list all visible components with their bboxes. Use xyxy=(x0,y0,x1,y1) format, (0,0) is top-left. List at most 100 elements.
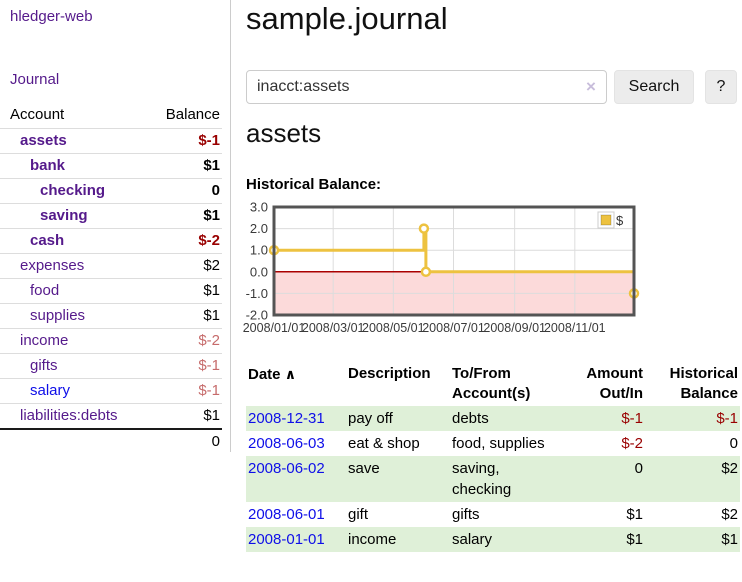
description-column-header: Description xyxy=(348,365,431,382)
chart-title: Historical Balance: xyxy=(246,176,382,193)
date-header-label: Date xyxy=(248,366,281,383)
brand-link[interactable]: hledger-web xyxy=(10,8,93,25)
balance-column-header: Balance xyxy=(165,106,220,123)
page-title: sample.journal xyxy=(246,1,448,36)
accounts-total: 0 xyxy=(0,428,222,454)
account-balance: $1 xyxy=(203,157,220,174)
transaction-description: pay off xyxy=(348,410,393,427)
transaction-balance: $1 xyxy=(721,531,738,548)
amount-column-header: Amount Out/In xyxy=(586,365,643,402)
account-row: income $-2 xyxy=(0,328,222,353)
account-link[interactable]: gifts xyxy=(30,357,58,374)
transaction-balance: $2 xyxy=(721,506,738,523)
register-header-row: Date ∧ Description To/From Account(s) Am… xyxy=(246,362,740,406)
account-link[interactable]: supplies xyxy=(30,307,86,324)
svg-text:$: $ xyxy=(616,213,624,228)
transaction-amount: $1 xyxy=(626,506,643,523)
transaction-row: 2008-12-31 pay off debts $-1 $-1 xyxy=(246,406,740,431)
transaction-date-link[interactable]: 2008-06-03 xyxy=(248,435,325,452)
account-balance: $1 xyxy=(203,407,220,424)
svg-text:3.0: 3.0 xyxy=(250,200,268,215)
transaction-accounts: salary xyxy=(452,531,493,548)
account-column-header: To/From Account(s) xyxy=(452,365,531,402)
svg-text:2008/09/01: 2008/09/01 xyxy=(483,321,546,335)
account-balance: 0 xyxy=(211,182,220,199)
svg-text:2008/11/01: 2008/11/01 xyxy=(544,321,606,335)
transaction-row: 2008-06-03 eat & shop food, supplies $-2 0 xyxy=(246,431,740,456)
svg-text:-2.0: -2.0 xyxy=(246,308,268,323)
transaction-row: 2008-06-02 save saving, checking 0 $2 xyxy=(246,456,740,502)
account-row: supplies $1 xyxy=(0,303,222,328)
transaction-balance: $2 xyxy=(721,460,738,477)
account-link[interactable]: salary xyxy=(30,382,71,399)
clear-search-icon[interactable]: × xyxy=(586,77,596,96)
transaction-row: 2008-06-01 gift gifts $1 $2 xyxy=(246,502,740,527)
svg-text:1.0: 1.0 xyxy=(250,243,268,258)
historical-balance-chart: $3.0 2.0 1.0 0.0 -1.0 -2.0 2008/01/01 2008/03/0… xyxy=(243,200,742,345)
account-balance: $2 xyxy=(203,257,220,274)
account-link[interactable]: checking xyxy=(40,182,106,199)
search-input[interactable] xyxy=(246,70,607,104)
svg-text:2.0: 2.0 xyxy=(250,221,268,236)
date-column-header[interactable]: Date ∧ xyxy=(246,362,346,406)
account-row: checking 0 xyxy=(0,178,222,203)
account-row: bank $1 xyxy=(0,153,222,178)
account-rows: assets $-1 bank $1 checking 0 saving $1 cash $-2 e… xyxy=(0,128,222,428)
account-balance: $-1 xyxy=(198,382,220,399)
account-row: expenses $2 xyxy=(0,253,222,278)
svg-text:2008/01/01: 2008/01/01 xyxy=(243,321,306,335)
transaction-accounts: saving, checking xyxy=(452,460,512,498)
transaction-description: income xyxy=(348,531,397,548)
account-row: food $1 xyxy=(0,278,222,303)
account-link[interactable]: cash xyxy=(30,232,65,249)
svg-text:0.0: 0.0 xyxy=(250,264,268,279)
account-balance: $1 xyxy=(203,207,220,224)
account-row: assets $-1 xyxy=(0,128,222,153)
transaction-date-link[interactable]: 2008-01-01 xyxy=(248,531,325,548)
transaction-date-link[interactable]: 2008-06-01 xyxy=(248,506,325,523)
transaction-amount: 0 xyxy=(634,460,643,477)
accounts-table: Account Balance assets $-1 bank $1 checking 0… xyxy=(0,102,222,454)
chart-canvas: $3.0 2.0 1.0 0.0 -1.0 -2.02008/01/012008/03/0… xyxy=(243,200,640,335)
account-balance: $-1 xyxy=(198,357,220,374)
account-row: gifts $-1 xyxy=(0,353,222,378)
transaction-accounts: food, supplies xyxy=(452,435,545,452)
transaction-description: save xyxy=(348,460,380,477)
transaction-balance: 0 xyxy=(729,435,738,452)
svg-text:2008/03/01: 2008/03/01 xyxy=(302,321,365,335)
register-table: Date ∧ Description To/From Account(s) Am… xyxy=(246,362,740,552)
svg-text:2008/07/01: 2008/07/01 xyxy=(422,321,485,335)
account-link[interactable]: liabilities:debts xyxy=(20,407,118,424)
transaction-balance: $-1 xyxy=(716,410,738,427)
account-link[interactable]: saving xyxy=(40,207,88,224)
account-link[interactable]: income xyxy=(20,332,69,349)
account-link[interactable]: expenses xyxy=(20,257,85,274)
transaction-accounts: gifts xyxy=(452,506,480,523)
transaction-row: 2008-01-01 income salary $1 $1 xyxy=(246,527,740,552)
sidebar-item-journal[interactable]: Journal xyxy=(10,71,60,88)
account-column-header: Account xyxy=(10,106,65,123)
search-button[interactable]: Search xyxy=(614,70,694,104)
account-row: saving $1 xyxy=(0,203,222,228)
account-row: cash $-2 xyxy=(0,228,222,253)
account-heading: assets xyxy=(246,118,322,148)
transaction-date-link[interactable]: 2008-06-02 xyxy=(248,460,325,477)
accounts-table-header: Account Balance xyxy=(0,102,222,128)
transaction-description: gift xyxy=(348,506,369,523)
sidebar: hledger-web Journal Account Balance asse… xyxy=(0,0,231,452)
account-link[interactable]: bank xyxy=(30,157,66,174)
account-balance: $-1 xyxy=(198,132,220,149)
transaction-amount: $-1 xyxy=(621,410,643,427)
help-button[interactable]: ? xyxy=(705,70,737,104)
balance-column-header: Historical Balance xyxy=(669,365,738,402)
account-link[interactable]: food xyxy=(30,282,60,299)
transaction-amount: $1 xyxy=(626,531,643,548)
svg-text:-1.0: -1.0 xyxy=(246,286,268,301)
transaction-amount: $-2 xyxy=(621,435,643,452)
svg-text:2008/05/01: 2008/05/01 xyxy=(362,321,425,335)
account-balance: $1 xyxy=(203,307,220,324)
sort-ascending-icon: ∧ xyxy=(284,366,297,382)
transaction-date-link[interactable]: 2008-12-31 xyxy=(248,410,325,427)
account-link[interactable]: assets xyxy=(20,132,67,149)
account-balance: $-2 xyxy=(198,332,220,349)
